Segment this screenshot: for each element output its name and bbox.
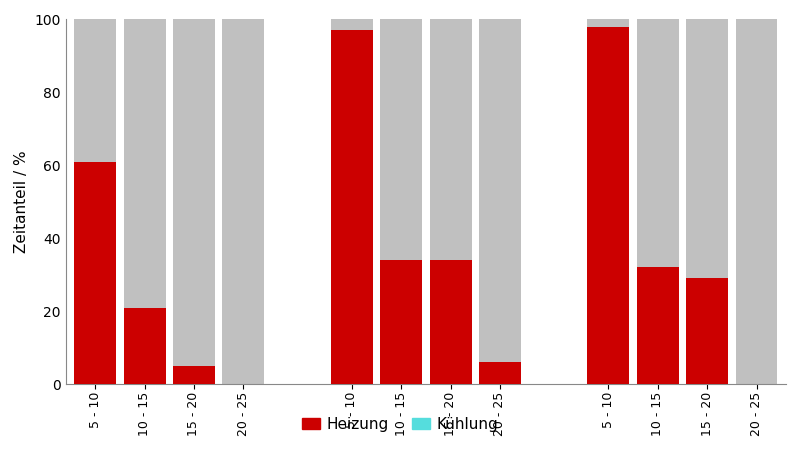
Bar xyxy=(124,308,166,384)
Bar xyxy=(74,162,116,384)
Bar xyxy=(479,19,521,384)
Bar xyxy=(380,19,422,384)
Bar xyxy=(430,260,471,384)
Bar xyxy=(735,19,778,384)
Bar xyxy=(222,19,264,384)
Bar xyxy=(173,19,215,384)
Y-axis label: Zeitanteil / %: Zeitanteil / % xyxy=(14,150,29,253)
Bar xyxy=(124,19,166,384)
Bar xyxy=(686,279,728,384)
Legend: Heizung, Kühlung: Heizung, Kühlung xyxy=(296,411,504,438)
Bar xyxy=(637,267,678,384)
Bar xyxy=(380,260,422,384)
Bar xyxy=(331,19,373,384)
Bar xyxy=(173,366,215,384)
Bar xyxy=(430,19,471,384)
Bar xyxy=(479,362,521,384)
Bar xyxy=(587,19,630,384)
Bar xyxy=(74,19,116,384)
Bar xyxy=(331,30,373,384)
Bar xyxy=(587,27,630,384)
Bar xyxy=(686,19,728,384)
Bar xyxy=(637,19,678,384)
